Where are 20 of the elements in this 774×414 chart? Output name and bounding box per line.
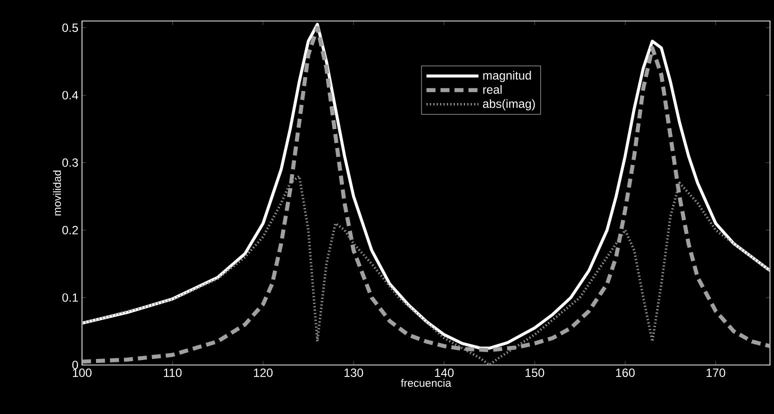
y-tick-label: 0.4 — [62, 90, 78, 100]
x-tick-label: 120 — [254, 368, 273, 377]
y-tick-label: 0.2 — [62, 226, 78, 234]
y-tick-label: 0.1 — [62, 293, 78, 302]
y-tick-label: 0.5 — [62, 24, 78, 32]
x-tick-label: 150 — [526, 368, 544, 377]
x-tick-label: 140 — [435, 368, 454, 377]
y-axis-title: movilidad — [52, 170, 62, 216]
x-tick-label: 160 — [616, 368, 635, 377]
legend-label: abs(imag) — [482, 99, 535, 110]
line-series — [82, 174, 770, 365]
x-tick-label: 130 — [344, 368, 364, 377]
x-tick-label: 110 — [164, 368, 182, 377]
y-tick-label: 0 — [72, 360, 78, 370]
legend-label: real — [483, 85, 502, 94]
y-tick-label: 0.3 — [62, 158, 78, 167]
x-axis-title: frecuencia — [400, 378, 452, 387]
legend-label: magnitud — [483, 70, 531, 82]
x-tick-label: 170 — [706, 368, 726, 377]
x-tick-label: 100 — [72, 368, 92, 377]
